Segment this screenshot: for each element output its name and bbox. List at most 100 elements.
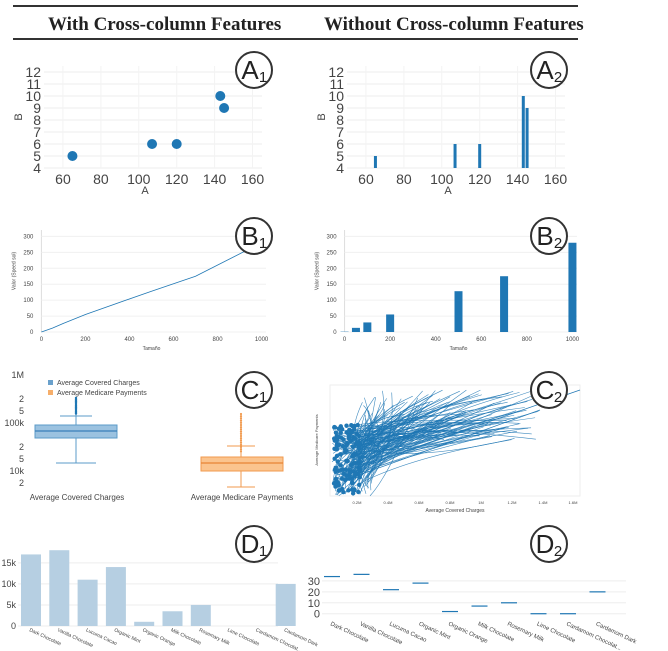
y-tick-label: 5 [336, 148, 344, 164]
c2-series-line [344, 409, 541, 481]
y-tick-label: 2 [19, 478, 24, 488]
data-bar [454, 291, 463, 332]
outlier-point [239, 439, 243, 442]
x-tick-label: 80 [93, 171, 109, 187]
panel-badge-c1 [235, 371, 273, 409]
y-tick-label: 10k [9, 466, 24, 476]
c2-lines [331, 389, 539, 497]
c2-dense-point [357, 455, 362, 460]
data-bar [21, 554, 41, 626]
c2-dense-point [333, 430, 339, 435]
outlier-point [239, 434, 243, 438]
x-category-label: Rosemary Milk [198, 627, 231, 647]
y-tick-label: 10 [25, 88, 41, 104]
x-tick-label: 0 [343, 337, 347, 343]
panel-badge-letter: B [536, 221, 553, 251]
x-tick-label: 100 [127, 171, 151, 187]
c2-dense-point [350, 491, 356, 496]
panel-badge-letter: B [241, 221, 258, 251]
c2-dense-point [357, 482, 362, 488]
c2-series-line [357, 421, 381, 440]
data-point [67, 151, 78, 161]
panel-badge-a2 [530, 51, 568, 89]
y-tick-label: 5 [19, 406, 24, 416]
panel-badge-b2 [530, 217, 568, 255]
y-tick-label: 15k [1, 558, 16, 568]
panel-badge-letter: C [536, 375, 555, 405]
panel-badge-d2 [530, 525, 568, 563]
x-tick-label: 60 [358, 171, 374, 187]
c2-series-line [370, 393, 509, 491]
x-category-label: Cardamom Chocolat... [565, 621, 622, 651]
y-tick-label: 5 [33, 148, 41, 164]
c2-dense-point [338, 430, 343, 435]
panel-badge-b1 [235, 217, 273, 255]
y-tick-label: 6 [33, 136, 41, 152]
data-line [41, 242, 262, 333]
panel-badge-letter: A [536, 55, 554, 85]
data-bar [134, 621, 155, 626]
c2-dense-point [339, 467, 344, 472]
legend-label-medicare: Average Medicare Payments [57, 390, 147, 397]
y-tick-label: 200 [23, 266, 34, 272]
legend-swatch-medicare [48, 390, 53, 395]
header-rule [13, 38, 578, 40]
c2-dense-point [332, 424, 337, 430]
c2-series-line [359, 413, 373, 443]
y-tick-label: 250 [327, 250, 338, 256]
legend-label-covered: Average Covered Charges [57, 380, 140, 387]
x-tick-label: 1000 [255, 337, 269, 343]
c2-dense-point [357, 459, 362, 464]
x-axis-label: A [141, 185, 149, 197]
y-tick-label: 11 [329, 76, 344, 92]
c2-series-line [361, 437, 395, 459]
c2-dense-point [352, 427, 357, 432]
x-tick-label: 60 [55, 171, 71, 187]
outlier-point [74, 412, 78, 415]
panel-badge-letter: A [241, 55, 259, 85]
y-tick-label: 100k [4, 418, 24, 428]
y-tick-label: 50 [27, 314, 34, 320]
c2-series-line [368, 426, 380, 430]
y-tick-label: 0 [11, 621, 16, 631]
x-tick-label: 80 [396, 171, 412, 187]
c2-series-line [364, 423, 488, 489]
y-tick-label: 9 [33, 100, 41, 116]
y-tick-label: 300 [23, 234, 34, 240]
c2-series-line [362, 409, 386, 442]
data-bar [162, 611, 183, 626]
x-tick-label: 100 [430, 171, 454, 187]
c2-dense-point [349, 479, 355, 485]
y-tick-label: 5k [6, 600, 16, 610]
y-tick-label: 12 [25, 64, 41, 80]
panel-badge-subscript: 2 [554, 543, 562, 560]
data-bar [521, 96, 525, 168]
data-bar [363, 322, 372, 332]
box-medicare-payments [200, 456, 284, 472]
y-tick-label: 10 [328, 88, 344, 104]
x-tick-label: 600 [476, 337, 487, 343]
c2-series-line [341, 402, 428, 479]
y-tick-label: 6 [336, 136, 344, 152]
data-bar [386, 314, 395, 332]
x-tick-label: 0 [40, 337, 44, 343]
c2-dense-point [353, 470, 358, 476]
y-tick-label: 8 [33, 112, 41, 128]
data-bar [568, 242, 577, 332]
c2-dense-point [357, 475, 362, 480]
y-tick-label: 2 [19, 394, 24, 404]
panel-badge-subscript: 2 [554, 389, 562, 406]
data-bar [49, 550, 70, 626]
c2-dense-point [352, 461, 357, 466]
x-axis-label: A [444, 185, 452, 197]
c2-dense-point [333, 469, 338, 474]
data-bar [105, 567, 126, 626]
panel-badge-letter: D [241, 529, 260, 559]
x-tick-label: 400 [124, 337, 135, 343]
x-tick-label: 1M [478, 500, 484, 505]
data-bar [373, 156, 377, 168]
c2-series-line [364, 394, 534, 459]
c2-series-line [354, 405, 369, 433]
c2-dense-point [341, 489, 346, 495]
header-without-cross-column: Without Cross-column Features [324, 14, 584, 35]
